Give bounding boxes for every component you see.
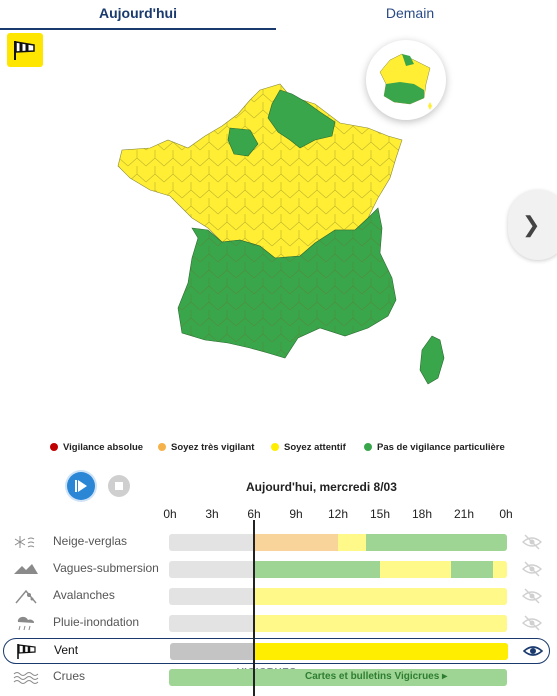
phenomenon-timeline-bar[interactable]: Cartes et bulletins Vigicrues ▸ <box>169 669 507 686</box>
day-tabs: Aujourd'hui Demain <box>0 0 557 30</box>
play-icon <box>75 480 87 492</box>
eye-off-icon[interactable] <box>521 533 543 551</box>
windsock-icon <box>13 642 41 660</box>
eye-off-icon[interactable] <box>521 587 543 605</box>
eye-icon[interactable] <box>522 642 544 660</box>
timeline-segment-vent_yellow <box>254 643 508 660</box>
phenomenon-label: Vent <box>54 643 79 657</box>
vigilance-legend: Vigilance absolue Soyez très vigilant So… <box>0 440 557 458</box>
hour-label: 3h <box>205 507 219 521</box>
stop-button[interactable] <box>108 475 130 497</box>
avalanche-icon <box>12 587 40 605</box>
timeline-segment-yellow <box>253 615 507 632</box>
wave-icon <box>12 560 40 578</box>
france-vigilance-map[interactable] <box>110 78 450 398</box>
hour-label: 6h <box>247 507 261 521</box>
phenomenon-label: Neige-verglas <box>53 534 128 548</box>
legend-label: Soyez très vigilant <box>171 442 255 453</box>
hour-label: 18h <box>411 507 433 521</box>
phenomenon-timeline-bar[interactable] <box>169 534 507 551</box>
chevron-right-icon: ❯ <box>522 212 541 237</box>
current-time-marker <box>253 520 255 696</box>
hour-label: 0h <box>163 507 177 521</box>
legend-dot-yellow <box>271 443 279 451</box>
phenomenon-row-pluie-inondation[interactable]: Pluie-inondation <box>0 611 557 635</box>
mini-map[interactable] <box>366 40 446 120</box>
vigicrues-link[interactable]: Cartes et bulletins Vigicrues ▸ <box>305 671 448 682</box>
timeline-segment-yellow <box>492 561 507 578</box>
timeline-segment-yellow <box>338 534 367 551</box>
hour-label: 0h <box>499 507 513 521</box>
timeline-segment-green <box>253 561 381 578</box>
timeline-segment-green <box>450 561 493 578</box>
phenomenon-row-crues[interactable]: CruesVIGICRUESCartes et bulletins Vigicr… <box>0 665 557 689</box>
timeline-segment-green <box>366 534 507 551</box>
hour-label: 15h <box>369 507 391 521</box>
snowflake-icon <box>12 533 40 551</box>
phenomenon-row-neige-verglas[interactable]: Neige-verglas <box>0 530 557 554</box>
legend-dot-orange <box>158 443 166 451</box>
phenomenon-row-avalanches[interactable]: Avalanches <box>0 584 557 608</box>
next-map-button[interactable]: ❯ <box>508 190 557 260</box>
eye-off-icon[interactable] <box>521 614 543 632</box>
phenomenon-label: Pluie-inondation <box>53 615 140 629</box>
tab-tomorrow[interactable]: Demain <box>385 5 435 21</box>
legend-dot-red <box>50 443 58 451</box>
mini-france-map <box>379 53 432 110</box>
stop-icon <box>115 482 123 490</box>
phenomenon-label: Vagues-submersion <box>53 561 159 575</box>
tab-today[interactable]: Aujourd'hui <box>0 0 276 30</box>
hour-label: 21h <box>453 507 475 521</box>
legend-item-absolute: Vigilance absolue <box>50 442 143 453</box>
legend-label: Vigilance absolue <box>63 442 144 453</box>
hour-label: 9h <box>289 507 303 521</box>
legend-label: Pas de vigilance particulière <box>377 442 505 453</box>
phenomenon-timeline-bar[interactable] <box>169 561 507 578</box>
eye-off-icon[interactable] <box>521 560 543 578</box>
phenomenon-row-vagues-submersion[interactable]: Vagues-submersion <box>0 557 557 581</box>
timeline-segment-orange <box>253 534 338 551</box>
phenomenon-label: Avalanches <box>53 588 115 602</box>
map-region-green-north[interactable] <box>267 89 336 149</box>
timeline-segment-yellow <box>253 588 507 605</box>
timeline-segment-yellow <box>380 561 451 578</box>
legend-item-none: Pas de vigilance particulière <box>364 442 505 453</box>
flood-icon <box>12 668 40 686</box>
phenomenon-row-vent[interactable]: Vent <box>3 638 550 664</box>
phenomenon-timeline-bar[interactable] <box>169 615 507 632</box>
play-button[interactable] <box>67 472 95 500</box>
windsock-icon <box>14 41 35 60</box>
phenomenon-label: Crues <box>53 669 86 683</box>
legend-dot-green <box>364 443 372 451</box>
legend-item-very-vigilant: Soyez très vigilant <box>158 442 254 453</box>
hour-label: 12h <box>327 507 349 521</box>
phenomenon-timeline-bar[interactable] <box>170 643 508 660</box>
phenomenon-timeline-bar[interactable] <box>169 588 507 605</box>
timeline-title-text: Aujourd'hui, mercredi 8/03 <box>246 480 397 494</box>
map-region-corsica[interactable] <box>419 335 445 385</box>
legend-item-attentive: Soyez attentif <box>271 442 346 453</box>
wind-badge[interactable] <box>7 33 43 67</box>
rain-icon <box>12 614 40 632</box>
legend-label: Soyez attentif <box>284 442 346 453</box>
